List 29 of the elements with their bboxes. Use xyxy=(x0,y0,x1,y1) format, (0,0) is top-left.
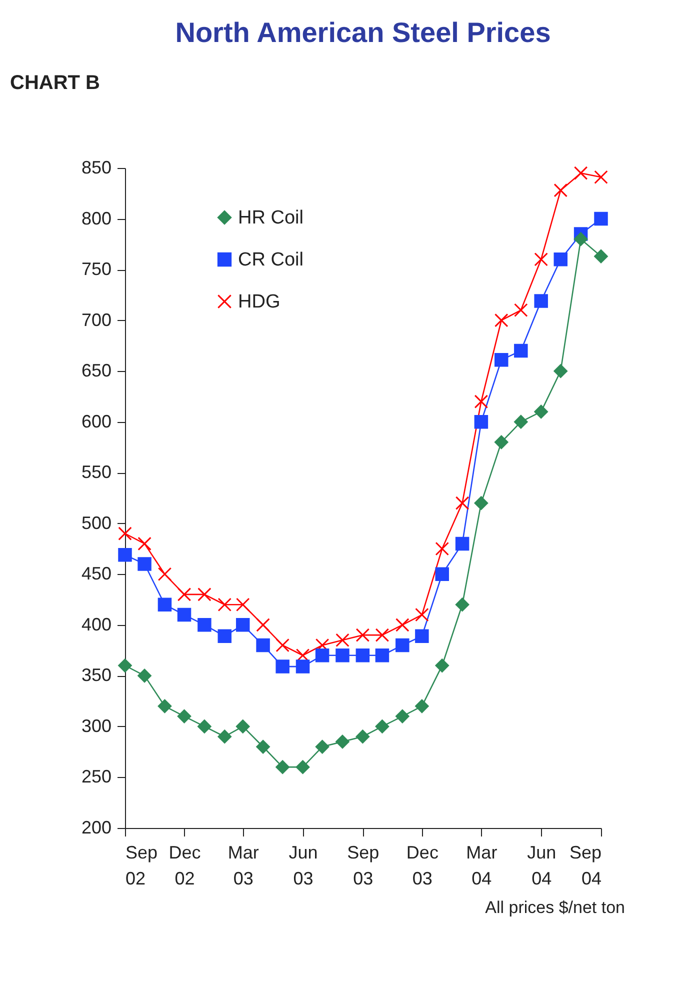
x-tick-label: Jun 04 xyxy=(527,842,556,888)
y-tick-label: 400 xyxy=(81,614,112,634)
x-tick-label: Sep 02 xyxy=(126,842,158,888)
legend-label: CR Coil xyxy=(238,250,304,270)
x-tick-label: Dec 03 xyxy=(406,842,438,888)
y-tick-label: 850 xyxy=(81,158,112,178)
y-tick-label: 350 xyxy=(81,665,112,686)
x-tick-label: Sep 04 xyxy=(569,842,602,888)
y-tick-label: 700 xyxy=(81,310,112,330)
y-tick-label: 550 xyxy=(81,462,112,482)
y-tick-label: 450 xyxy=(81,564,112,584)
y-tick-label: 750 xyxy=(81,259,112,280)
y-tick-label: 250 xyxy=(81,766,112,787)
text: All prices $/net ton xyxy=(485,898,625,917)
text: CHART B xyxy=(10,72,100,94)
legend-label: HR Coil xyxy=(238,208,304,228)
legend-label: HDG xyxy=(238,292,280,312)
y-tick-label: 500 xyxy=(81,512,112,533)
y-tick-label: 200 xyxy=(81,818,112,838)
x-tick-label: Sep 03 xyxy=(347,842,380,888)
x-tick-label: Mar 03 xyxy=(228,842,259,888)
y-tick-label: 300 xyxy=(81,716,112,736)
chart-title: North American Steel Prices xyxy=(175,17,551,48)
y-tick-label: 650 xyxy=(81,360,112,381)
x-tick-label: Jun 03 xyxy=(288,842,318,888)
x-tick-label: Mar 04 xyxy=(466,842,498,888)
x-tick-label: Dec 02 xyxy=(168,842,201,888)
y-tick-label: 600 xyxy=(81,411,112,432)
y-tick-label: 800 xyxy=(81,208,112,228)
